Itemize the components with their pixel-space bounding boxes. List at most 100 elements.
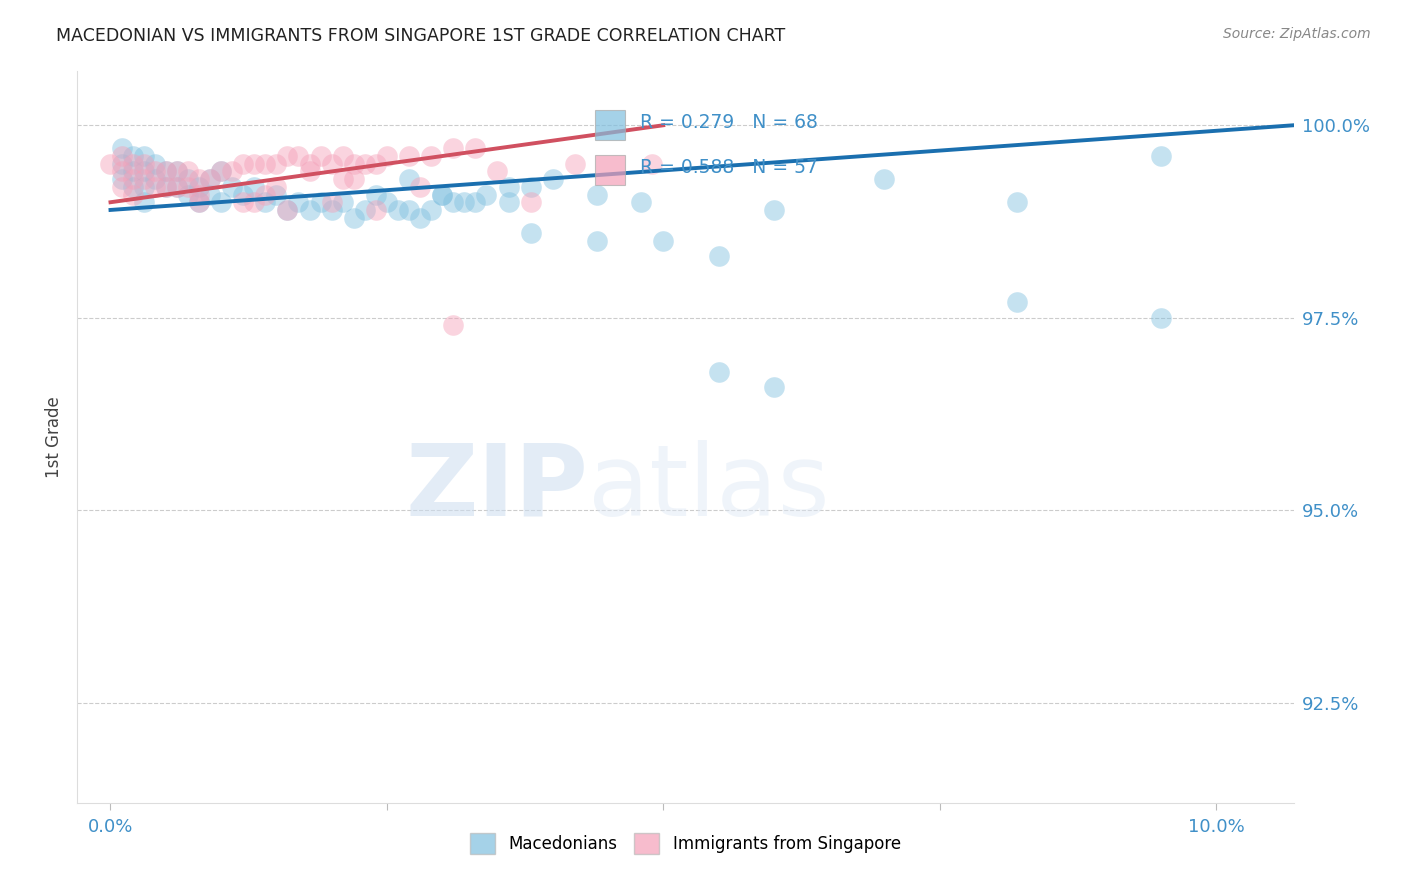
Text: R = 0.588   N = 57: R = 0.588 N = 57 — [640, 158, 817, 177]
Point — [110, 141, 132, 155]
Point — [188, 187, 211, 202]
Point — [1005, 295, 1028, 310]
Point — [364, 187, 387, 202]
Point — [198, 187, 221, 202]
Point — [243, 195, 266, 210]
Point — [498, 179, 520, 194]
Point — [221, 164, 243, 178]
Bar — [595, 110, 624, 140]
Point — [132, 164, 155, 178]
Point — [375, 149, 398, 163]
Point — [155, 164, 177, 178]
Point — [652, 234, 675, 248]
Text: atlas: atlas — [588, 440, 830, 537]
Text: Source: ZipAtlas.com: Source: ZipAtlas.com — [1223, 27, 1371, 41]
Text: R = 0.279   N = 68: R = 0.279 N = 68 — [640, 113, 817, 132]
Point — [254, 187, 277, 202]
Point — [707, 365, 730, 379]
Point — [166, 164, 188, 178]
Point — [1150, 310, 1173, 325]
Point — [132, 179, 155, 194]
Point — [155, 179, 177, 194]
Point — [121, 149, 143, 163]
Point — [475, 187, 498, 202]
Point — [343, 172, 366, 186]
Point — [586, 187, 609, 202]
Point — [430, 187, 453, 202]
Point — [177, 172, 200, 186]
Point — [1005, 195, 1028, 210]
Point — [121, 179, 143, 194]
Point — [420, 149, 443, 163]
Point — [209, 164, 232, 178]
Text: ZIP: ZIP — [405, 440, 588, 537]
Point — [132, 195, 155, 210]
Point — [266, 157, 288, 171]
Point — [143, 157, 166, 171]
Point — [121, 164, 143, 178]
Point — [332, 195, 354, 210]
Point — [298, 202, 321, 217]
Point — [321, 195, 343, 210]
Point — [276, 202, 298, 217]
Point — [519, 226, 541, 240]
Point — [132, 157, 155, 171]
Point — [243, 157, 266, 171]
Point — [132, 149, 155, 163]
Point — [519, 179, 541, 194]
Point — [287, 149, 309, 163]
Point — [188, 179, 211, 194]
Point — [243, 179, 266, 194]
Point — [177, 179, 200, 194]
Point — [364, 202, 387, 217]
Point — [177, 164, 200, 178]
Point — [441, 195, 464, 210]
Point — [188, 172, 211, 186]
Point — [254, 195, 277, 210]
Point — [276, 149, 298, 163]
Point — [332, 149, 354, 163]
Point — [441, 318, 464, 333]
Point — [177, 187, 200, 202]
Point — [453, 195, 475, 210]
Point — [266, 179, 288, 194]
Point — [121, 187, 143, 202]
Point — [541, 172, 564, 186]
Bar — [595, 154, 624, 185]
Point — [519, 195, 541, 210]
Point — [1150, 149, 1173, 163]
Point — [166, 164, 188, 178]
Point — [166, 179, 188, 194]
Point — [166, 179, 188, 194]
Point — [343, 211, 366, 225]
Point — [254, 157, 277, 171]
Point — [110, 172, 132, 186]
Point — [464, 141, 486, 155]
Point — [321, 157, 343, 171]
Point — [309, 149, 332, 163]
Point — [762, 202, 785, 217]
Point — [143, 179, 166, 194]
Point — [398, 172, 420, 186]
Point — [209, 164, 232, 178]
Point — [409, 211, 432, 225]
Point — [155, 179, 177, 194]
Point — [375, 195, 398, 210]
Point — [198, 172, 221, 186]
Point — [762, 380, 785, 394]
Point — [441, 141, 464, 155]
Point — [276, 202, 298, 217]
Point — [155, 164, 177, 178]
Point — [409, 179, 432, 194]
Point — [486, 164, 509, 178]
Point — [873, 172, 896, 186]
Point — [188, 195, 211, 210]
Point — [110, 164, 132, 178]
Point — [398, 202, 420, 217]
Point — [298, 157, 321, 171]
Point — [110, 157, 132, 171]
Point — [287, 195, 309, 210]
Point — [586, 234, 609, 248]
Point — [707, 249, 730, 263]
Point — [121, 157, 143, 171]
